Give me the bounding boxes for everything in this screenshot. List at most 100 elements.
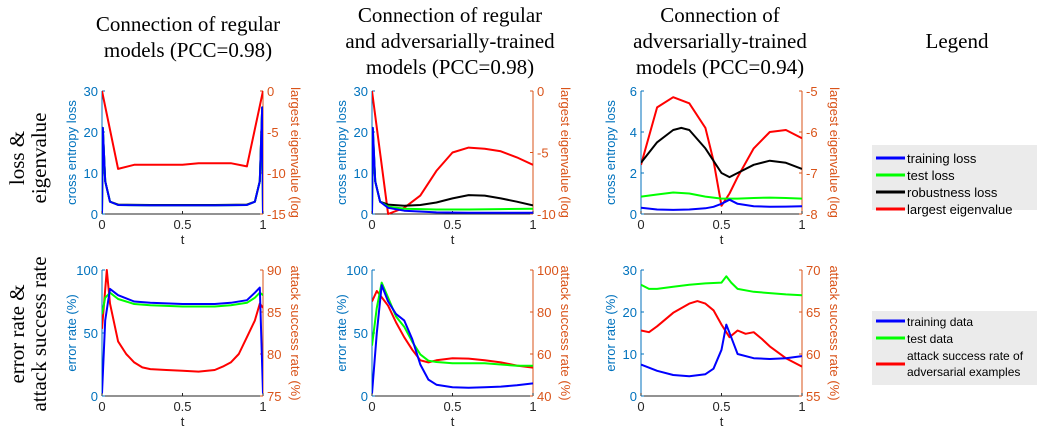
legend-bottom-label-attack-line-1: attack success rate of: [907, 349, 1024, 363]
x-tick-label: 1: [259, 399, 266, 414]
chart-panel-4: 0 0.5 1 t 0 50 100 75 80 85 90 error rate (%) attack…: [64, 263, 303, 429]
series-line-robustness: [102, 106, 263, 214]
y-axis-right-label: attack success rate (%): [558, 265, 573, 400]
x-axis-label: t: [181, 232, 185, 247]
y-tick-right-label: -5: [537, 146, 549, 161]
chart-panel-5: 0 0.5 1 t 0 50 100 40 60 80 100 error rate (%) attac…: [334, 263, 573, 429]
legend-bottom-label-attack-line-2: adversarial examples: [907, 365, 1020, 379]
y-axis-left-label: cross entropy loss: [64, 100, 79, 205]
y-tick-left-label: 50: [354, 326, 368, 341]
legend-top: training loss test loss robustness loss …: [872, 145, 1037, 217]
y-tick-right-label: -15: [267, 207, 286, 222]
x-axis-label: t: [720, 414, 724, 429]
col-title-1-line-1: Connection of regular: [96, 12, 280, 36]
y-tick-right-label: 0: [537, 84, 544, 99]
series-line-test: [102, 106, 263, 214]
x-axis-label: t: [451, 414, 455, 429]
x-tick-label: 0: [98, 399, 105, 414]
series-line-robustness: [372, 131, 533, 214]
series-line-training: [102, 106, 263, 214]
x-tick-label: 1: [259, 217, 266, 232]
y-tick-right-label: -8: [806, 207, 818, 222]
legend-top-label-training: training loss: [907, 151, 977, 166]
series-line-eigen_attack: [641, 96, 802, 207]
y-tick-right-label: 70: [806, 263, 820, 278]
y-tick-left-label: 20: [84, 125, 98, 140]
x-tick-label: 1: [798, 399, 805, 414]
y-tick-right-label: 75: [267, 389, 281, 404]
col-title-3-line-3: models (PCC=0.94): [636, 55, 804, 79]
y-tick-left-label: 100: [76, 263, 98, 278]
col-title-3-line-2: adversarially-trained: [633, 29, 807, 53]
legend-bottom: training data test data attack success r…: [872, 311, 1037, 385]
row-label-2-line-1: error rate &: [5, 284, 29, 383]
row-labels: loss & eigenvalue error rate & attack su…: [5, 113, 51, 412]
y-tick-left-label: 6: [630, 84, 637, 99]
y-tick-right-label: 65: [806, 305, 820, 320]
series-line-test: [372, 281, 533, 367]
y-tick-right-label: 100: [537, 263, 559, 278]
x-axis-label: t: [451, 232, 455, 247]
x-tick-label: 1: [529, 399, 536, 414]
col-title-3-line-1: Connection of: [660, 3, 780, 27]
y-axis-right-label: attack success rate (%): [288, 265, 303, 400]
series-line-training: [641, 323, 802, 378]
y-axis-left-label: cross entropy loss: [603, 100, 618, 205]
y-axis-right-label: largest eigenvalue (log: [288, 87, 303, 218]
column-titles: Connection of regular models (PCC=0.98) …: [96, 3, 989, 79]
y-tick-left-label: 0: [361, 207, 368, 222]
series-line-test: [641, 275, 802, 297]
y-tick-left-label: 10: [354, 166, 368, 181]
y-tick-left-label: 10: [623, 347, 637, 362]
y-tick-left-label: 20: [354, 125, 368, 140]
y-tick-right-label: -10: [267, 166, 286, 181]
x-tick-label: 1: [798, 217, 805, 232]
y-tick-left-label: 0: [91, 389, 98, 404]
col-title-2-line-3: models (PCC=0.98): [366, 55, 534, 79]
y-tick-left-label: 0: [630, 389, 637, 404]
series-line-training: [372, 284, 533, 394]
x-axis-label: t: [720, 232, 724, 247]
legend-bottom-label-test: test data: [907, 332, 953, 346]
legend-bottom-background: [872, 311, 1037, 385]
col-title-2-line-1: Connection of regular: [358, 3, 542, 27]
x-tick-label: 0: [368, 399, 375, 414]
y-tick-left-label: 20: [623, 305, 637, 320]
x-tick-label: 1: [529, 217, 536, 232]
series-line-robustness: [641, 126, 802, 179]
y-tick-right-label: -5: [806, 84, 818, 99]
chart-panel-1: 0 0.5 1 t 0 10 20 30 -15 -10 -5 0 cross entropy loss…: [64, 84, 303, 247]
col-title-legend: Legend: [926, 29, 989, 53]
series-line-training: [372, 126, 533, 214]
y-tick-right-label: -7: [806, 166, 818, 181]
y-tick-right-label: -10: [537, 207, 556, 222]
y-tick-right-label: 40: [537, 389, 551, 404]
y-tick-left-label: 50: [84, 326, 98, 341]
y-tick-left-label: 30: [623, 263, 637, 278]
y-tick-left-label: 0: [91, 207, 98, 222]
y-tick-right-label: -5: [267, 125, 279, 140]
y-tick-left-label: 4: [630, 125, 637, 140]
legend-top-background: [872, 145, 1037, 210]
y-tick-left-label: 10: [84, 166, 98, 181]
row-label-1-line-1: loss &: [5, 131, 29, 185]
x-tick-label: 0.5: [173, 217, 191, 232]
y-tick-left-label: 0: [361, 389, 368, 404]
chart-panel-2: 0 0.5 1 t 0 10 20 30 -10 -5 0 cross entropy loss lar…: [334, 84, 573, 247]
series-line-training: [641, 198, 802, 211]
y-tick-right-label: 60: [806, 347, 820, 362]
y-tick-left-label: 0: [630, 207, 637, 222]
chart-panel-6: 0 0.5 1 t 0 10 20 30 55 60 65 70 error rate (%) attac…: [603, 263, 842, 429]
x-tick-label: 0: [368, 217, 375, 232]
y-axis-right-label: largest eigenvalue (log: [827, 87, 842, 218]
series-line-eigen_attack: [372, 290, 533, 369]
y-tick-right-label: 80: [537, 305, 551, 320]
col-title-1-line-2: models (PCC=0.98): [104, 38, 272, 62]
series-line-training: [102, 286, 263, 394]
series-line-eigen_attack: [102, 269, 263, 373]
y-tick-right-label: 80: [267, 347, 281, 362]
y-tick-right-label: 85: [267, 305, 281, 320]
y-axis-left-label: error rate (%): [334, 294, 349, 371]
